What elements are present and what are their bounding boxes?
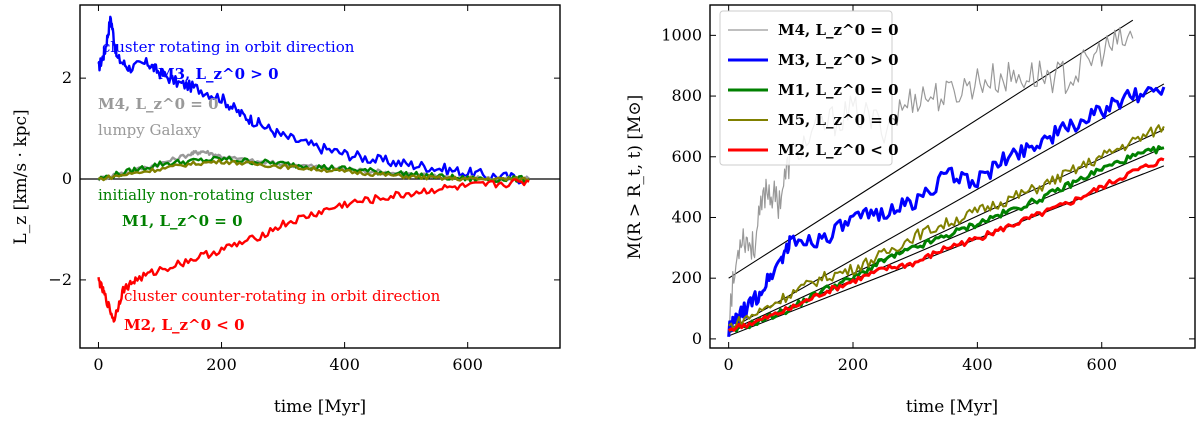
legend-box [719, 10, 893, 166]
right-x-tick-label: 600 [1086, 355, 1117, 374]
annotation-counter-rotating: cluster counter-rotating in orbit direct… [124, 287, 441, 305]
legend-label-3: M5, L_z^0 = 0 [778, 111, 899, 129]
left-series [97, 15, 530, 323]
left-ticks: 0 200 400 600 −2 0 2 [48, 5, 560, 374]
right-x-tick-label: 400 [962, 355, 993, 374]
right-y-tick-label: 1000 [661, 25, 702, 44]
annotation-m3: M3, L_z^0 > 0 [158, 65, 279, 83]
right-panel-mass: 0 200 400 600 0 200 400 600 800 1000 M4, L_z^0 = … [625, 4, 1196, 417]
legend-label-2: M1, L_z^0 = 0 [778, 81, 899, 99]
left-panel-lz: 0 200 400 600 −2 0 2 cluster rotating in orbit… [11, 4, 561, 417]
annotation-m2: M2, L_z^0 < 0 [124, 316, 245, 334]
annotation-m4: M4, L_z^0 = 0 [98, 95, 219, 113]
right-fit-line-4 [728, 165, 1165, 337]
right-y-axis-label: M(R > R_t, t) [M⊙] [625, 95, 645, 260]
left-x-axis-label: time [Myr] [274, 397, 366, 417]
annotation-lumpy-galaxy: lumpy Galaxy [98, 121, 202, 139]
right-y-tick-label: 800 [671, 86, 702, 105]
left-x-tick-label: 200 [206, 355, 237, 374]
left-series-line-0 [97, 15, 530, 185]
left-y-tick-label: 0 [62, 169, 72, 188]
right-y-tick-label: 0 [692, 329, 702, 348]
legend-label-0: M4, L_z^0 = 0 [778, 21, 899, 39]
right-series-line-2 [728, 145, 1165, 333]
right-series-line-3 [728, 124, 1165, 331]
right-ticks: 0 200 400 600 0 200 400 600 800 1000 [661, 5, 1195, 374]
right-y-tick-label: 600 [671, 147, 702, 166]
left-y-axis-label: L_z [km/s · kpc] [11, 109, 31, 244]
right-x-tick-label: 200 [838, 355, 869, 374]
right-x-axis-label: time [Myr] [906, 397, 998, 417]
left-x-tick-label: 400 [329, 355, 360, 374]
right-fit-line-0 [728, 19, 1134, 279]
legend-label-4: M2, L_z^0 < 0 [778, 141, 899, 159]
annotation-m1: M1, L_z^0 = 0 [122, 212, 243, 230]
legend-label-1: M3, L_z^0 > 0 [778, 51, 899, 69]
right-y-tick-label: 200 [671, 268, 702, 287]
left-x-tick-label: 600 [452, 355, 483, 374]
right-series-line-4 [727, 157, 1165, 332]
right-fit-line-1 [728, 83, 1165, 331]
left-series-line-3 [98, 158, 530, 183]
left-series-line-4 [97, 178, 530, 323]
left-y-tick-label: −2 [48, 270, 72, 289]
left-x-tick-label: 0 [93, 355, 103, 374]
annotation-rotating-in-orbit: cluster rotating in orbit direction [102, 38, 355, 56]
annotation-non-rotating: initially non-rotating cluster [98, 186, 313, 204]
left-y-tick-label: 2 [62, 68, 72, 87]
right-y-tick-label: 400 [671, 207, 702, 226]
right-x-tick-label: 0 [724, 355, 734, 374]
legend-items: M4, L_z^0 = 0 M3, L_z^0 > 0 M1, L_z^0 = 0 M… [728, 21, 899, 159]
right-series-line-1 [727, 86, 1166, 337]
legend: M4, L_z^0 = 0 M3, L_z^0 > 0 M1, L_z^0 = 0 M… [719, 10, 899, 166]
